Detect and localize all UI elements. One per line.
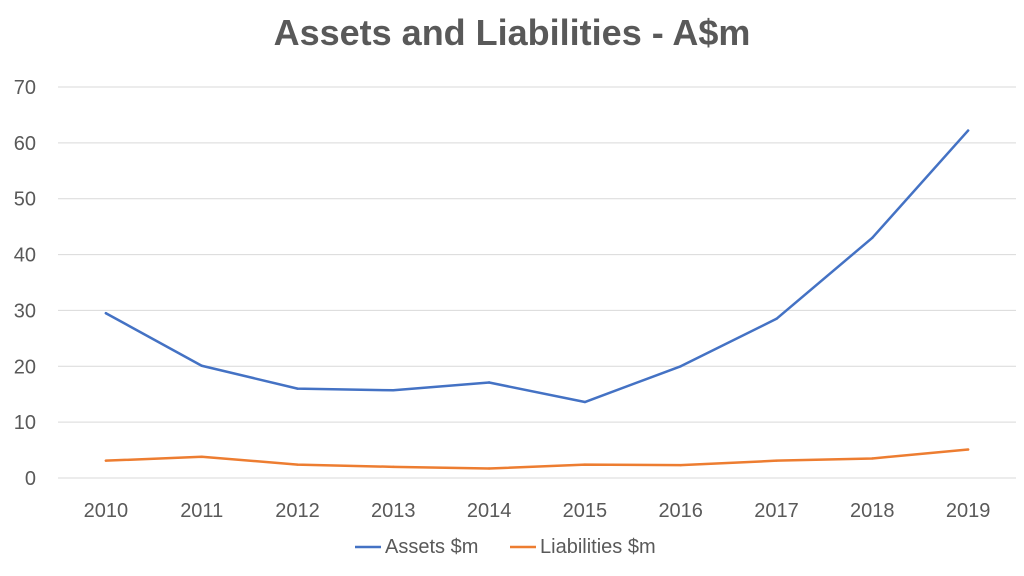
x-tick-label: 2010 xyxy=(84,500,129,522)
legend: Assets $m Liabilities $m xyxy=(355,536,656,558)
data-point xyxy=(966,129,970,132)
data-point xyxy=(679,463,682,467)
legend-label: Assets $m xyxy=(385,536,478,558)
data-point xyxy=(871,457,874,460)
x-tick-label: 2011 xyxy=(180,500,223,522)
legend-label: Liabilities $m xyxy=(540,536,656,558)
gridlines xyxy=(58,86,1016,479)
x-tick-label: 2018 xyxy=(850,500,895,522)
data-point xyxy=(775,317,778,321)
x-tick-label: 2019 xyxy=(946,500,991,522)
y-tick-label: 20 xyxy=(14,356,36,378)
x-tick-label: 2014 xyxy=(467,500,512,522)
data-point xyxy=(487,467,491,470)
y-axis-ticks: 0 10 20 30 40 50 60 70 xyxy=(14,77,36,490)
y-tick-label: 60 xyxy=(14,133,36,155)
series-line xyxy=(104,448,970,470)
x-tick-label: 2013 xyxy=(371,500,416,522)
x-tick-label: 2016 xyxy=(658,500,703,522)
series-line xyxy=(104,129,970,404)
data-point xyxy=(775,459,778,462)
chart-title: Assets and Liabilities - A$m xyxy=(274,12,751,53)
y-tick-label: 70 xyxy=(14,77,36,99)
data-point xyxy=(296,463,299,466)
data-point xyxy=(392,465,395,469)
data-point xyxy=(583,400,587,404)
y-tick-label: 0 xyxy=(25,468,36,490)
x-tick-label: 2012 xyxy=(275,500,320,522)
data-point xyxy=(871,236,874,240)
y-tick-label: 10 xyxy=(14,412,36,434)
data-point xyxy=(104,312,108,315)
data-point xyxy=(296,387,299,390)
data-point xyxy=(200,364,203,367)
y-tick-label: 50 xyxy=(14,189,36,211)
data-point xyxy=(392,389,395,392)
y-tick-label: 40 xyxy=(14,245,36,267)
series-liabilities xyxy=(104,448,970,470)
data-point xyxy=(104,459,108,462)
x-tick-label: 2015 xyxy=(563,500,608,522)
series-lines xyxy=(104,129,970,470)
data-point xyxy=(200,455,203,458)
data-point xyxy=(487,381,491,384)
x-tick-label: 2017 xyxy=(754,500,799,522)
series-assets xyxy=(104,129,970,404)
data-point xyxy=(583,463,587,466)
x-axis-ticks: 2010 2011 2012 2013 2014 2015 2016 2017 2018 2019 xyxy=(84,500,991,522)
y-tick-label: 30 xyxy=(14,300,36,322)
data-point xyxy=(679,365,682,368)
data-point xyxy=(966,448,970,451)
